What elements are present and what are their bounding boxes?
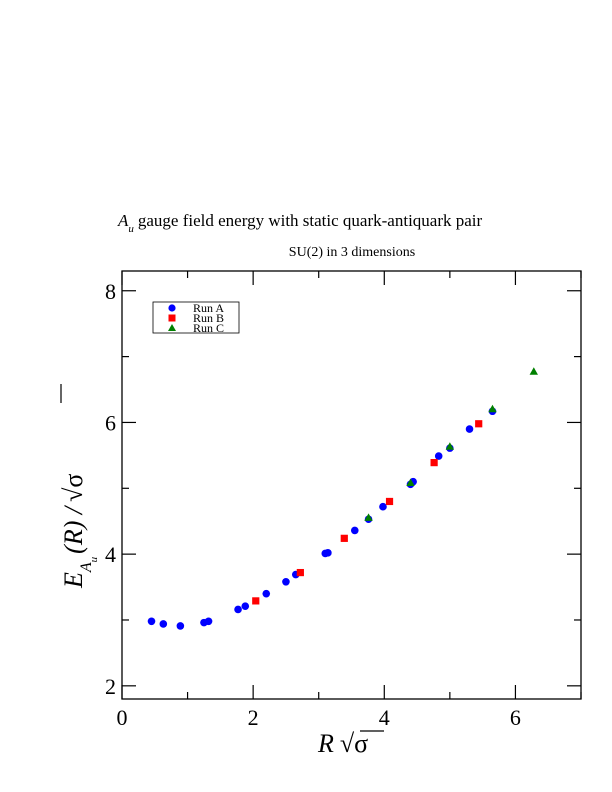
point-run-a <box>147 617 156 626</box>
y-label-mid: (R) / <box>59 504 88 554</box>
point-run-c <box>529 367 538 375</box>
y-tick-label: 4 <box>105 542 116 567</box>
y-label-sqrt: √ <box>59 487 88 502</box>
point-run-a <box>241 602 250 610</box>
point-run-a <box>324 549 332 557</box>
point-run-c <box>488 404 497 413</box>
y-label-sub-a: A <box>78 562 95 573</box>
point-run-c <box>445 442 455 450</box>
point-run-c <box>364 513 373 521</box>
y-tick-label: 2 <box>105 674 116 699</box>
point-run-a <box>282 577 290 586</box>
x-label-sigma: σ <box>354 729 368 758</box>
chart-subtitle: SU(2) in 3 dimensions <box>289 245 415 260</box>
point-run-b <box>252 597 260 605</box>
svg-text:EAu(R) /√σ: EAu(R) / √σ <box>59 474 100 589</box>
y-label-sigma: σ <box>59 474 88 488</box>
title-a: A <box>117 211 129 230</box>
legend-marker-run-b <box>168 314 176 322</box>
x-tick-label: 4 <box>379 705 390 730</box>
legend-label-run-b: Run B <box>193 311 224 325</box>
point-run-a <box>434 452 443 460</box>
point-run-b <box>385 497 394 506</box>
title-u: u <box>128 223 134 235</box>
legend-box <box>152 301 240 334</box>
x-label-var: R <box>317 729 334 758</box>
legend-marker-run-c <box>168 324 176 331</box>
point-run-a <box>176 622 185 630</box>
legend-label-run-a: Run A <box>193 301 224 315</box>
point-run-b <box>430 459 438 467</box>
point-run-a <box>159 620 168 628</box>
point-run-a <box>204 617 213 626</box>
plot-frame <box>121 270 582 700</box>
point-run-b <box>475 420 483 428</box>
x-label-sqrt: √ <box>340 729 355 758</box>
point-run-a <box>379 502 387 511</box>
point-run-b <box>296 568 304 577</box>
legend-marker-run-a <box>168 304 176 312</box>
x-tick-label: 0 <box>117 705 128 730</box>
chart-title: Au gauge field energy with static quark-a… <box>117 211 483 235</box>
x-axis-label: R √σ <box>317 729 384 758</box>
legend: Run A Run B Run C <box>152 301 240 335</box>
y-tick-label: 6 <box>105 410 116 435</box>
point-run-a <box>234 605 242 614</box>
y-axis-label: EAu(R) / √σ <box>59 384 100 589</box>
axis-ticks <box>121 271 582 699</box>
point-run-b <box>340 534 348 542</box>
point-run-a <box>262 589 271 598</box>
data-points <box>147 367 538 630</box>
x-tick-label: 2 <box>248 705 259 730</box>
point-run-c <box>406 478 415 487</box>
title-rest: gauge field energy with static quark-ant… <box>138 211 483 230</box>
point-run-a <box>350 526 359 535</box>
y-label-e: E <box>59 572 88 589</box>
legend-label-run-c: Run C <box>193 321 224 335</box>
y-tick-label: 8 <box>105 279 116 304</box>
x-tick-label: 6 <box>510 705 521 730</box>
point-run-a <box>465 425 474 433</box>
y-label-sub-u: u <box>88 556 100 562</box>
svg-text:R√σ: R √σ <box>317 729 368 758</box>
